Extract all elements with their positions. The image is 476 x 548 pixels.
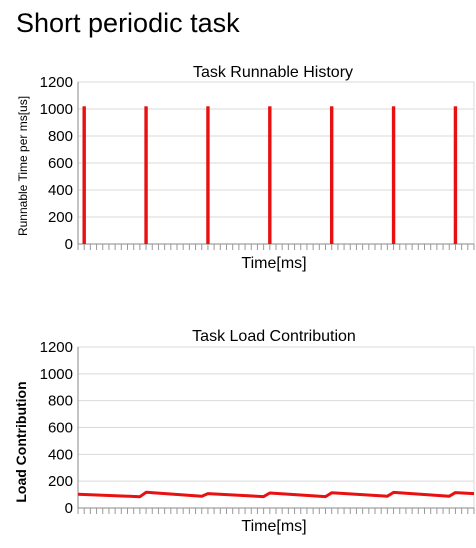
runnable-spike-bar — [206, 106, 210, 244]
x-axis-label: Time[ms] — [241, 255, 306, 272]
y-tick-label: 600 — [48, 155, 73, 172]
y-tick-label: 1000 — [40, 101, 73, 118]
y-tick-label: 200 — [48, 473, 73, 490]
y-tick-label: 1000 — [40, 366, 73, 383]
page-title: Short periodic task — [16, 8, 240, 38]
chart-title: Task Runnable History — [193, 64, 353, 81]
load-contribution-line — [77, 490, 475, 499]
y-tick-label: 400 — [48, 446, 73, 463]
y-tick-label: 200 — [48, 209, 73, 226]
y-tick-label: 800 — [48, 128, 73, 145]
y-tick-label: 600 — [48, 420, 73, 437]
runnable-spike-bar — [82, 106, 86, 244]
y-axis-label: Load Contribution — [13, 381, 29, 502]
y-tick-label: 1200 — [40, 339, 73, 356]
y-tick-label: 800 — [48, 393, 73, 410]
y-tick-label: 0 — [65, 236, 73, 253]
y-tick-label: 1200 — [40, 74, 73, 91]
runnable-history-chart: Task Runnable History Time[ms] Runnable … — [16, 64, 475, 272]
runnable-spike-bar — [391, 106, 396, 244]
x-axis-label: Time[ms] — [241, 518, 306, 535]
load-contribution-chart: Task Load Contribution Time[ms] Load Con… — [13, 328, 475, 535]
y-axis-label: Runnable Time per ms[us] — [16, 96, 30, 236]
runnable-spike-bar — [453, 106, 458, 244]
runnable-spike-bar — [144, 106, 148, 244]
runnable-spike-bar — [329, 106, 334, 244]
y-tick-label: 400 — [48, 182, 73, 199]
chart-title: Task Load Contribution — [192, 328, 356, 345]
runnable-spike-bar — [268, 106, 272, 244]
y-tick-label: 0 — [65, 500, 73, 517]
